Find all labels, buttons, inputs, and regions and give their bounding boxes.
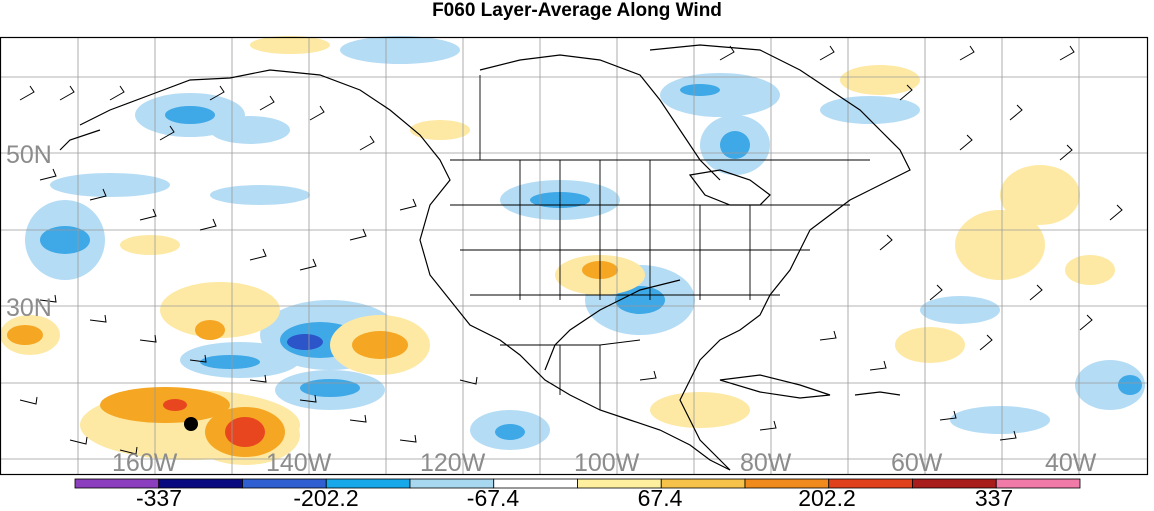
coastlines [59,44,911,471]
colorbar-label-pos202: 202.2 [798,485,856,511]
map-title: F060 Layer-Average Along Wind [432,0,722,21]
lon-label-120w: 120W [420,449,486,477]
colorbar-label-pos67: 67.4 [637,485,683,511]
colorbar-label-neg202: -202.2 [293,485,359,511]
lon-label-40w: 40W [1045,449,1097,477]
lon-label-160w: 160W [112,449,178,477]
lon-label-60w: 60W [891,449,943,477]
colorbar [74,478,1081,489]
colorbar-swatch [995,478,1081,489]
lon-label-80w: 80W [740,449,792,477]
lon-label-100w: 100W [574,449,640,477]
lat-lon-grid [0,37,1148,475]
colorbar-label-neg67: -67.4 [466,485,520,511]
political-borders [450,75,870,410]
colorbar-label-neg337: -337 [135,485,183,511]
location-marker [184,417,198,431]
lat-label-50n: 50N [6,141,52,169]
map-frame [0,36,1149,476]
lat-label-30n: 30N [6,294,52,322]
colorbar-label-pos337: 337 [974,485,1014,511]
wind-barbs [19,45,1123,455]
lon-label-140w: 140W [266,449,332,477]
